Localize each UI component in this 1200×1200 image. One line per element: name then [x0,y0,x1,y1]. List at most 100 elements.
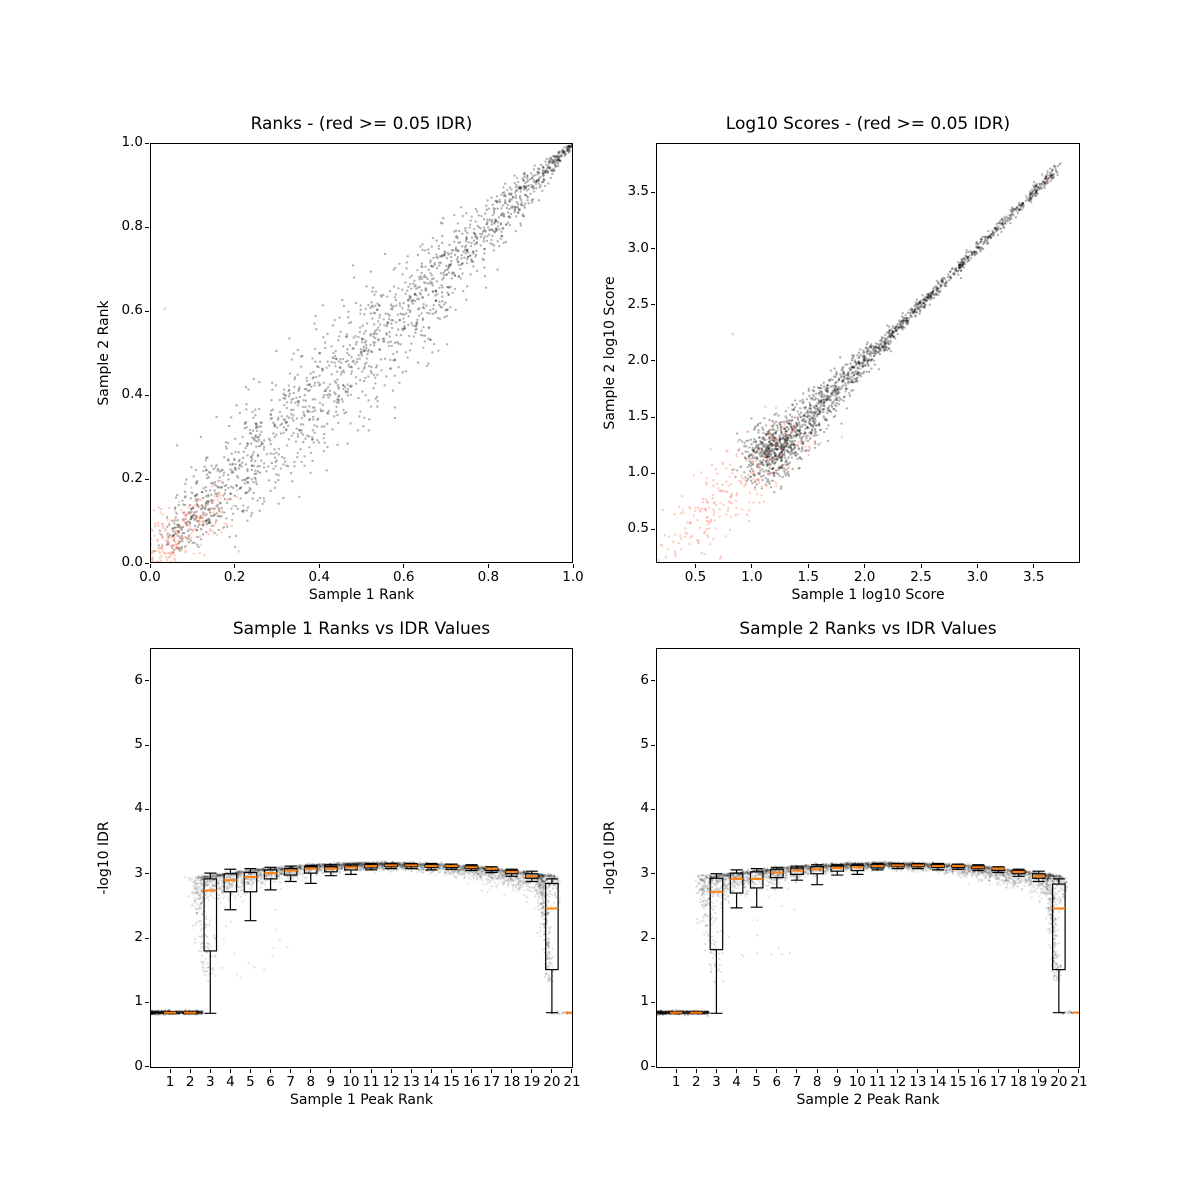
x-tick-label: 5 [246,1074,255,1090]
x-tick-label: 2 [691,1074,701,1090]
y-axis-label: Sample 2 log10 Score [602,276,618,430]
x-tick-mark [1018,1069,1020,1073]
x-tick-mark [836,1069,838,1073]
y-tick-label: 2.5 [627,295,649,312]
x-tick-label: 21 [563,1074,581,1090]
y-tick-label: 0 [134,1057,143,1074]
chart-title: Sample 2 Ranks vs IDR Values [739,619,997,639]
x-tick-label: 2.5 [910,569,932,585]
x-tick-label: 1 [165,1074,175,1090]
y-tick-label: 1.0 [627,464,649,481]
x-tick-mark [403,564,405,568]
x-tick-mark [350,1069,352,1073]
x-tick-label: 17 [483,1074,501,1090]
y-tick-label: 2 [640,929,649,946]
y-tick-label: 1.5 [627,408,649,424]
x-tick-mark [149,564,151,568]
x-axis-label: Sample 2 Peak Rank [796,1092,940,1108]
x-tick-mark [270,1069,272,1073]
y-tick-mark [145,310,149,312]
x-tick-label: 7 [286,1074,295,1090]
x-tick-label: 1.5 [797,569,819,585]
y-tick-label: 6 [134,671,143,688]
y-tick-mark [651,191,655,193]
x-tick-mark [189,1069,191,1073]
y-tick-mark [145,562,149,564]
x-tick-mark [715,1069,717,1073]
x-tick-label: 0.6 [393,569,415,585]
chart-title: Log10 Scores - (red >= 0.05 IDR) [725,114,1011,134]
x-tick-label: 9 [832,1074,842,1090]
y-tick-mark [651,528,655,530]
y-tick-mark [651,416,655,418]
x-tick-label: 11 [362,1074,380,1090]
y-tick-mark [651,472,655,474]
x-tick-label: 6 [266,1074,275,1090]
x-tick-mark [310,1069,312,1073]
y-tick-label: 3.0 [627,239,649,256]
x-tick-mark [572,564,574,568]
x-tick-mark [736,1069,738,1073]
y-tick-label: 3 [640,864,649,881]
y-tick-mark [145,226,149,228]
y-tick-mark [651,937,655,939]
x-tick-label: 3 [712,1074,721,1090]
x-axis-label: Sample 1 Rank [308,587,415,603]
x-tick-mark [511,1069,513,1073]
x-tick-label: 15 [442,1074,461,1090]
x-tick-label: 3.0 [966,569,989,585]
x-tick-mark [695,1069,697,1073]
y-tick-mark [145,873,149,875]
y-tick-mark [145,808,149,810]
y-tick-label: 0.2 [121,470,143,486]
x-tick-label: 1 [671,1074,681,1090]
y-tick-label: 4 [134,800,143,817]
y-tick-label: 3 [134,864,143,881]
y-tick-mark [651,360,655,362]
score-scatter-canvas [656,143,1080,563]
y-tick-label: 1.0 [121,134,143,150]
x-tick-label: 8 [306,1074,316,1090]
x-axis-label: Sample 1 log10 Score [791,587,945,603]
y-tick-mark [145,937,149,939]
x-tick-label: 16 [969,1074,987,1090]
y-tick-mark [651,248,655,250]
y-tick-label: 6 [640,671,649,688]
x-tick-label: 12 [889,1074,907,1090]
y-tick-mark [145,394,149,396]
x-tick-label: 0.5 [684,569,707,585]
x-tick-mark [234,564,236,568]
x-tick-mark [229,1069,231,1073]
y-axis-label: Sample 2 Rank [96,300,112,406]
x-tick-mark [937,1069,939,1073]
x-tick-label: 2 [185,1074,195,1090]
x-tick-mark [531,1069,533,1073]
x-tick-mark [864,564,866,568]
x-tick-mark [1058,1069,1060,1073]
x-tick-mark [551,1069,553,1073]
y-tick-label: 3.5 [627,183,649,200]
y-tick-label: 0.0 [121,554,143,570]
x-axis-label: Sample 1 Peak Rank [290,1092,433,1108]
x-tick-mark [917,1069,919,1073]
x-tick-label: 19 [1030,1074,1048,1090]
x-tick-mark [410,1069,412,1073]
x-tick-mark [976,564,978,568]
y-axis-label: -log10 IDR [602,821,618,895]
x-tick-label: 11 [868,1074,887,1090]
x-tick-label: 13 [402,1074,420,1090]
x-tick-label: 0.4 [308,569,330,585]
x-tick-mark [816,1069,818,1073]
x-tick-label: 20 [1050,1074,1068,1090]
x-tick-label: 10 [848,1074,867,1090]
x-tick-label: 0.0 [139,569,161,585]
x-tick-mark [694,564,696,568]
x-tick-label: 18 [1009,1074,1028,1090]
x-tick-mark [370,1069,372,1073]
x-tick-label: 5 [752,1074,761,1090]
y-tick-mark [651,873,655,875]
x-tick-mark [807,564,809,568]
x-tick-label: 18 [503,1074,521,1090]
y-tick-label: 0.4 [121,386,143,402]
